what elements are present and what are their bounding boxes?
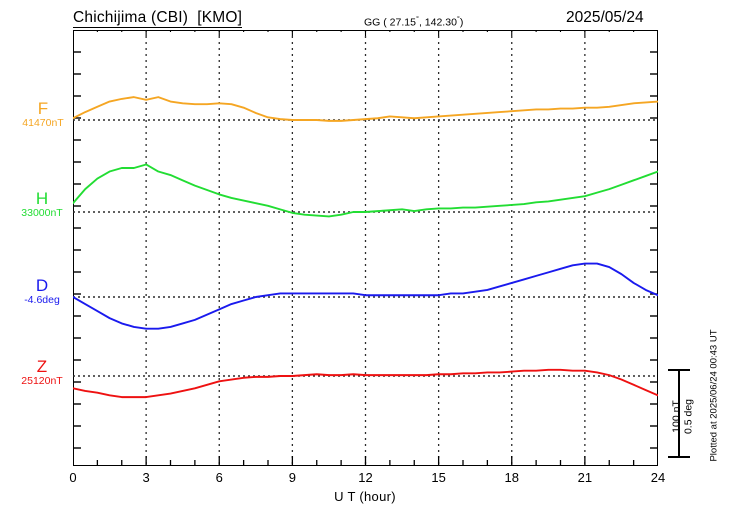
x-tick-24: 24 <box>650 470 666 485</box>
station-title: Chichijima (CBI) [KMO] <box>73 9 243 28</box>
component-letter-d: D <box>35 276 49 295</box>
scalebar-deg-value: 0.5 deg <box>682 398 694 435</box>
x-tick-9: 9 <box>288 470 296 485</box>
component-label-d: D -4.6deg <box>12 277 72 306</box>
x-tick-0: 0 <box>69 470 77 485</box>
degree-icon: ° <box>415 14 419 23</box>
degree-icon: ° <box>456 14 460 23</box>
station-name: Chichijima (CBI) <box>73 9 189 26</box>
x-tick-6: 6 <box>215 470 223 485</box>
x-tick-21: 21 <box>577 470 593 485</box>
plotted-at-text: Plotted at 2025/06/24 00:43 UT <box>708 329 720 462</box>
scalebar-bottom-cap <box>668 456 690 458</box>
component-letter-f: F <box>37 99 49 118</box>
component-label-f: F 41470nT <box>14 100 72 129</box>
scalebar-top-cap <box>668 369 690 371</box>
x-tick-3: 3 <box>142 470 150 485</box>
scalebar-line <box>678 370 680 458</box>
geo-suffix: ) <box>459 16 464 29</box>
component-baseline-d: -4.6deg <box>24 294 60 306</box>
x-tick-15: 15 <box>431 470 446 485</box>
x-axis-title-text: U T (hour) <box>334 489 396 504</box>
component-baseline-h: 33000nT <box>21 207 63 219</box>
component-letter-z: Z <box>36 357 48 376</box>
component-baseline-f: 41470nT <box>22 117 64 129</box>
component-label-h: H 33000nT <box>12 190 72 219</box>
x-tick-18: 18 <box>504 470 519 485</box>
component-label-z: Z 25120nT <box>12 358 72 387</box>
scalebar-label: 100 nT 0.5 deg <box>660 389 710 459</box>
x-tick-12: 12 <box>358 470 373 485</box>
component-baseline-z: 25120nT <box>21 375 63 387</box>
scalebar-nt-value: 100 nT <box>670 400 683 433</box>
geo-lon-prefix: , 142.30 <box>418 16 457 29</box>
geo-lat-prefix: GG ( 27.15 <box>364 16 416 29</box>
geographic-coordinates: GG ( 27.15°, 142.30°) <box>364 14 463 29</box>
observation-date: 2025/05/24 <box>566 9 644 26</box>
magnetogram-plot <box>73 30 658 466</box>
plotted-at-timestamp: Plotted at 2025/06/24 00:43 UT <box>694 329 730 461</box>
x-axis-title: U T (hour) <box>0 489 730 504</box>
component-letter-h: H <box>35 189 49 208</box>
station-code: [KMO] <box>197 9 243 26</box>
